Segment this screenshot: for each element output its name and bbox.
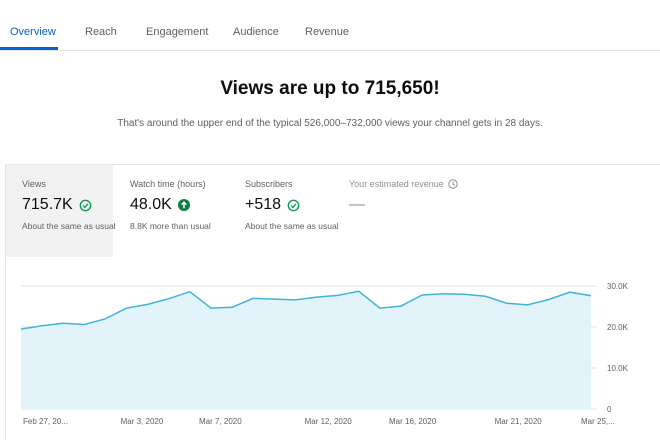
x-tick-label: Mar 3, 2020 [121,417,164,426]
tab-audience[interactable]: Audience [233,26,279,38]
metric-value: 715.7K [22,196,73,213]
metric-value: — [349,196,365,213]
metric-note: 8.8K more than usual [130,221,211,231]
y-tick-label: 10.0K [607,364,629,373]
y-tick-label: 0 [607,405,612,414]
x-tick-label: Mar 25,... [581,417,615,426]
y-axis-ticks: 30.0K 20.0K 10.0K 0 [607,282,629,414]
x-axis-ticks: Feb 27, 20... Mar 3, 2020 Mar 7, 2020 Mar 1… [23,417,615,426]
active-tab-indicator [0,47,58,50]
clock-icon [448,179,458,189]
metric-note: About the same as usual [22,221,116,231]
metric-label: Watch time (hours) [130,179,206,189]
metric-watch-time[interactable]: Watch time (hours) 48.0K 8.8K more than … [114,165,227,257]
x-tick-label: Mar 7, 2020 [199,417,242,426]
check-circle-icon [79,199,92,212]
tab-revenue[interactable]: Revenue [305,26,350,38]
headline: Views are up to 715,650! [220,78,440,99]
metric-subscribers[interactable]: Subscribers +518 About the same as usual [229,165,339,257]
x-tick-label: Mar 16, 2020 [389,417,437,426]
tab-engagement[interactable]: Engagement [146,26,209,38]
x-tick-label: Mar 21, 2020 [495,417,543,426]
metric-label: Views [22,179,46,189]
tab-bar: Overview Reach Engagement Audience Reven… [0,0,660,51]
y-tick-label: 30.0K [607,282,629,291]
metric-value: 48.0K [130,196,172,213]
subline: That's around the upper end of the typic… [117,118,543,129]
check-circle-icon [287,199,300,212]
chart-line [20,290,592,330]
metric-value: +518 [245,196,282,213]
metric-label: Your estimated revenue [349,179,444,189]
metric-views[interactable]: Views 715.7K About the same as usual [6,165,116,257]
arrow-up-circle-icon [177,199,190,211]
metric-revenue[interactable]: Your estimated revenue — [333,165,483,257]
chart-area [21,291,591,409]
metric-note: About the same as usual [245,221,339,231]
views-chart: 30.0K 20.0K 10.0K 0 Feb 27, 20... Mar 3, 202… [20,282,629,426]
tab-overview[interactable]: Overview [10,26,56,38]
analytics-card: Views 715.7K About the same as usual Wat… [5,164,660,440]
y-tick-label: 20.0K [607,323,629,332]
x-tick-label: Feb 27, 20... [23,417,68,426]
x-tick-label: Mar 12, 2020 [305,417,353,426]
metric-label: Subscribers [245,179,293,189]
tab-reach[interactable]: Reach [85,26,117,38]
